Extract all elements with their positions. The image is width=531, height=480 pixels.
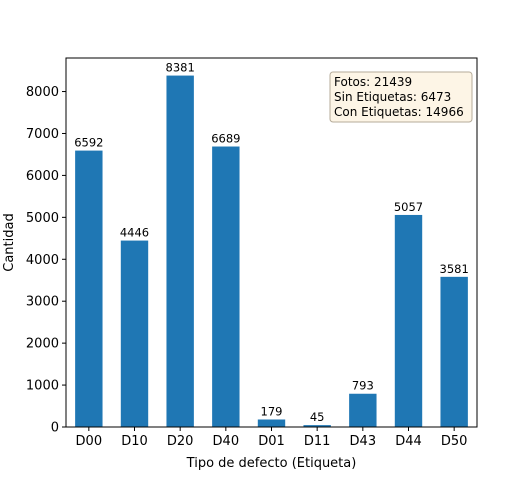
- bar-d01: [257, 419, 286, 427]
- y-axis-label: Cantidad: [2, 213, 17, 271]
- bar-value-label: 4446: [120, 226, 149, 240]
- bar-d43: [349, 393, 377, 427]
- bar-d00: [75, 150, 103, 427]
- bar-value-label: 793: [352, 379, 374, 393]
- bar-value-label: 179: [261, 404, 283, 418]
- stats-annotation-box: Fotos: 21439 Sin Etiquetas: 6473 Con Eti…: [329, 71, 473, 123]
- bar-value-label: 3581: [440, 262, 469, 276]
- bar-value-label: 45: [310, 410, 325, 424]
- bar-d50: [440, 276, 468, 427]
- y-tick-label: 6000: [26, 169, 59, 184]
- stats-labeled-count: Con Etiquetas: 14966: [334, 105, 464, 119]
- bar-value-label: 8381: [166, 61, 195, 75]
- x-tick-label: D00: [76, 434, 103, 449]
- bar-d10: [120, 240, 149, 427]
- bar-d44: [394, 214, 423, 427]
- x-tick-label: D44: [395, 434, 422, 449]
- x-tick-label: D10: [121, 434, 148, 449]
- y-axis-ticks: 0 1000 2000 3000 4000 5000 6000 7000 8000: [26, 85, 66, 436]
- y-tick-label: 1000: [26, 379, 59, 394]
- plot-area-frame: [65, 57, 478, 428]
- bar-value-label: 6689: [211, 132, 240, 146]
- bar-d40: [212, 146, 240, 427]
- bar-value-label: 6592: [74, 136, 103, 150]
- x-tick-label: D11: [304, 434, 331, 449]
- bar-value-labels: 6592 4446 8381 6689 179 45 793 5057 3581: [74, 61, 469, 425]
- y-tick-label: 7000: [26, 127, 59, 142]
- x-tick-label: D20: [167, 434, 194, 449]
- y-tick-label: 5000: [26, 211, 59, 226]
- stats-photos-total: Fotos: 21439: [334, 75, 412, 89]
- x-tick-label: D01: [258, 434, 285, 449]
- x-axis-label: Tipo de defecto (Etiqueta): [186, 456, 357, 471]
- x-tick-label: D40: [213, 434, 240, 449]
- bar-d11: [303, 425, 331, 427]
- x-tick-label: D43: [350, 434, 377, 449]
- y-tick-label: 4000: [26, 253, 59, 268]
- stats-unlabeled-count: Sin Etiquetas: 6473: [334, 90, 451, 104]
- bar-value-label: 5057: [394, 200, 423, 214]
- y-tick-label: 8000: [26, 85, 59, 100]
- y-tick-label: 3000: [26, 295, 59, 310]
- bars: [75, 75, 468, 428]
- x-axis-ticks: D00 D10 D20 D40 D01 D11 D43 D44 D50: [76, 427, 468, 449]
- y-tick-label: 0: [51, 421, 59, 436]
- stats-annotation-background: [329, 71, 473, 123]
- bar-d20: [166, 75, 194, 428]
- y-tick-label: 2000: [26, 337, 59, 352]
- x-tick-label: D50: [441, 434, 468, 449]
